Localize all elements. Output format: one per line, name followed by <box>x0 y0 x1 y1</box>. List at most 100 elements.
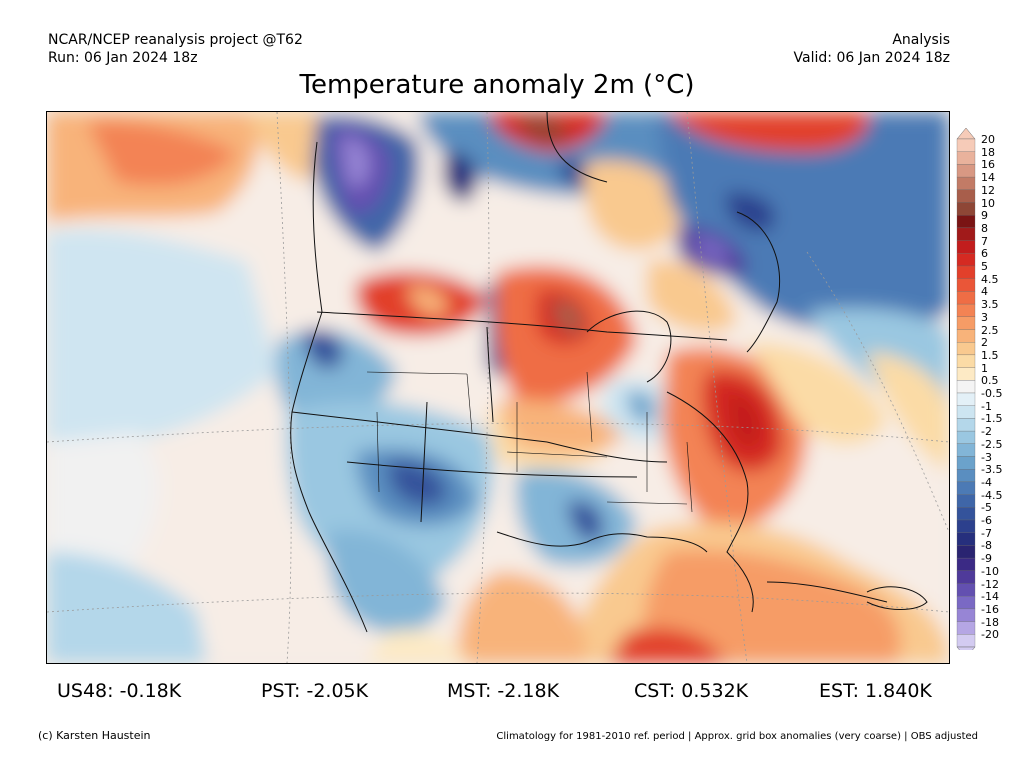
colorbar-label: 12 <box>981 183 995 197</box>
colorbar-label: -1 <box>981 399 992 413</box>
colorbar-label: 4 <box>981 285 988 299</box>
colorbar-label: -4.5 <box>981 488 1003 502</box>
colorbar-label: -0.5 <box>981 387 1003 400</box>
colorbar-label: -7 <box>981 526 992 540</box>
colorbar-swatch <box>956 151 976 165</box>
colorbar-label: -18 <box>981 615 999 629</box>
colorbar-swatch <box>956 240 976 254</box>
colorbar-swatch <box>956 354 976 368</box>
colorbar-label: 1 <box>981 361 988 375</box>
stat-est: EST: 1.840K <box>819 680 932 702</box>
colorbar-swatch <box>956 278 976 292</box>
run-label: Run: 06 Jan 2024 18z <box>48 50 198 66</box>
colorbar-label: 5 <box>981 260 988 273</box>
stat-pst: PST: -2.05K <box>261 680 369 702</box>
colorbar-label: -2 <box>981 425 992 439</box>
colorbar-bottom-arrow <box>956 646 976 650</box>
colorbar-label: 2 <box>981 336 988 350</box>
colorbar-swatch <box>956 176 976 190</box>
colorbar-swatch <box>956 291 976 305</box>
colorbar-swatch <box>956 443 976 457</box>
graticule <box>47 112 949 663</box>
colorbar-label: -3 <box>981 450 992 464</box>
anomaly-map-canvas <box>47 112 949 663</box>
map-title: Temperature anomaly 2m (°C) <box>299 70 695 100</box>
stat-cst: CST: 0.532K <box>634 680 749 702</box>
colorbar-label: -4 <box>981 475 992 489</box>
region-stats: US48: -0.18K PST: -2.05K MST: -2.18K CST… <box>0 680 1024 706</box>
stat-mst: MST: -2.18K <box>447 680 560 702</box>
state-borders <box>366 371 693 513</box>
colorbar-swatch <box>956 519 976 533</box>
colorbar-swatch <box>956 430 976 444</box>
colorbar-swatch <box>956 634 976 648</box>
colorbar-label: -2.5 <box>981 437 1003 451</box>
header-right: Analysis Valid: 06 Jan 2024 18z <box>794 31 950 67</box>
analysis-label: Analysis <box>892 32 950 48</box>
credit-text: (c) Karsten Haustein <box>38 729 151 742</box>
colorbar-swatch <box>956 583 976 597</box>
colorbar-swatch <box>956 532 976 546</box>
colorbar-swatch <box>956 253 976 267</box>
colorbar-label: -9 <box>981 552 992 566</box>
colorbar-swatch <box>956 418 976 432</box>
anomaly-map <box>46 111 950 664</box>
colorbar-swatch <box>956 405 976 419</box>
colorbar-top-arrow <box>956 127 976 140</box>
colorbar-label: 3.5 <box>981 298 999 312</box>
colorbar-swatch <box>956 469 976 483</box>
colorbar-swatch <box>956 557 976 571</box>
colorbar-swatch <box>956 138 976 152</box>
colorbar-swatch <box>956 189 976 203</box>
colorbar-swatch <box>956 392 976 406</box>
colorbar-label: -14 <box>981 590 999 604</box>
colorbar-label: 3 <box>981 310 988 324</box>
colorbar-swatch <box>956 507 976 521</box>
colorbar-swatch <box>956 342 976 356</box>
coastlines <box>290 112 928 633</box>
colorbar-label: 20 <box>981 133 995 146</box>
colorbar-label: -8 <box>981 539 992 553</box>
colorbar-label: 9 <box>981 209 988 223</box>
colorbar-swatch <box>956 316 976 330</box>
header-left: NCAR/NCEP reanalysis project @T62 Run: 0… <box>48 31 303 67</box>
colorbar-label: 18 <box>981 145 995 159</box>
colorbar-swatch <box>956 596 976 610</box>
colorbar-swatch <box>956 481 976 495</box>
colorbar-label: 14 <box>981 171 995 185</box>
colorbar <box>956 127 976 650</box>
colorbar-swatch <box>956 621 976 635</box>
stat-us48: US48: -0.18K <box>57 680 182 702</box>
colorbar-swatch <box>956 367 976 381</box>
colorbar-swatch <box>956 202 976 216</box>
colorbar-label: -10 <box>981 564 999 578</box>
colorbar-swatch <box>956 227 976 241</box>
colorbar-swatch <box>956 303 976 317</box>
colorbar-label: 4.5 <box>981 272 999 286</box>
colorbar-label: -16 <box>981 602 999 616</box>
valid-label: Valid: 06 Jan 2024 18z <box>793 50 950 66</box>
colorbar-swatch <box>956 164 976 178</box>
colorbar-label: 2.5 <box>981 323 999 337</box>
colorbar-label: 1.5 <box>981 348 999 362</box>
colorbar-label: 16 <box>981 158 995 172</box>
colorbar-swatch <box>956 215 976 229</box>
colorbar-swatch <box>956 456 976 470</box>
colorbar-label: 0.5 <box>981 374 999 388</box>
colorbar-label: -20 <box>981 628 999 642</box>
colorbar-label: 8 <box>981 221 988 235</box>
colorbar-swatch <box>956 380 976 394</box>
colorbar-swatch <box>956 329 976 343</box>
colorbar-label: 10 <box>981 196 995 210</box>
colorbar-swatch <box>956 545 976 559</box>
colorbar-label: -3.5 <box>981 463 1003 477</box>
colorbar-label: 6 <box>981 247 988 261</box>
colorbar-label: -5 <box>981 501 992 515</box>
climatology-note: Climatology for 1981-2010 ref. period | … <box>496 731 978 742</box>
colorbar-swatch <box>956 570 976 584</box>
colorbar-swatch <box>956 608 976 622</box>
source-label: NCAR/NCEP reanalysis project @T62 <box>48 32 303 48</box>
anomaly-field <box>47 112 949 663</box>
colorbar-swatch <box>956 265 976 279</box>
colorbar-label: 7 <box>981 234 988 248</box>
